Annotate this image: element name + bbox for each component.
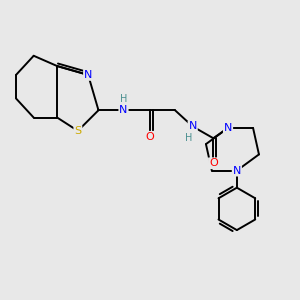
Text: H: H [185,133,193,142]
Text: N: N [84,70,92,80]
Text: N: N [188,122,197,131]
Text: N: N [233,166,241,176]
Text: O: O [146,132,154,142]
Text: N: N [224,123,232,133]
Text: O: O [209,158,218,168]
Text: H: H [120,94,127,104]
Text: S: S [74,126,81,136]
Text: N: N [119,105,128,115]
